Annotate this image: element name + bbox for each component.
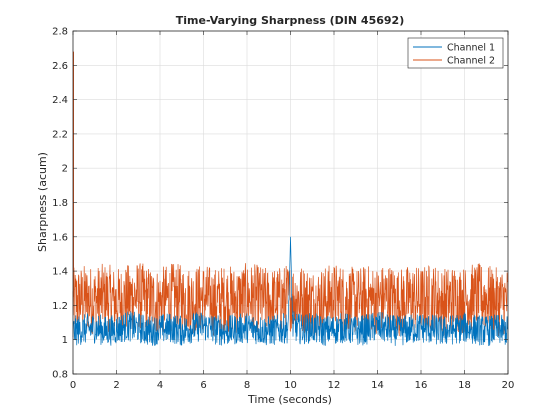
x-axis-label: Time (seconds)	[247, 393, 332, 406]
x-tick-label: 6	[200, 380, 206, 391]
y-tick-label: 1.4	[52, 267, 68, 278]
x-tick-label: 12	[328, 380, 341, 391]
x-tick-label: 4	[157, 380, 163, 391]
y-tick-label: 2.2	[52, 129, 68, 140]
x-tick-label: 2	[113, 380, 119, 391]
chart-title: Time-Varying Sharpness (DIN 45692)	[176, 14, 404, 27]
y-tick-label: 1.6	[52, 232, 68, 243]
x-ticks: 0 2 4 6 8 10 12 14 16 18 20	[70, 31, 515, 391]
x-tick-label: 0	[70, 380, 76, 391]
x-tick-label: 14	[371, 380, 384, 391]
y-tick-label: 2.6	[52, 61, 68, 72]
x-tick-label: 16	[415, 380, 428, 391]
x-tick-label: 8	[244, 380, 250, 391]
legend: Channel 1 Channel 2	[407, 37, 504, 69]
y-axis-label: Sharpness (acum)	[36, 152, 49, 252]
x-tick-label: 20	[502, 380, 515, 391]
y-tick-label: 0.8	[52, 370, 68, 381]
y-tick-label: 2.8	[52, 27, 68, 38]
x-tick-label: 10	[284, 380, 297, 391]
legend-label-channel-1: Channel 1	[447, 43, 495, 54]
y-tick-label: 1.8	[52, 198, 68, 209]
legend-box	[407, 37, 504, 69]
y-tick-label: 1	[62, 335, 68, 346]
y-ticks: 0.8 1 1.2 1.4 1.6 1.8 2 2.2 2.4 2.6 2.8	[52, 27, 508, 381]
legend-label-channel-2: Channel 2	[447, 56, 495, 67]
y-tick-label: 1.2	[52, 301, 68, 312]
series-line-channel-2	[72, 263, 509, 337]
x-tick-label: 18	[458, 380, 471, 391]
series-layer	[72, 51, 509, 346]
y-tick-label: 2.4	[52, 95, 68, 106]
y-tick-label: 2	[62, 164, 68, 175]
